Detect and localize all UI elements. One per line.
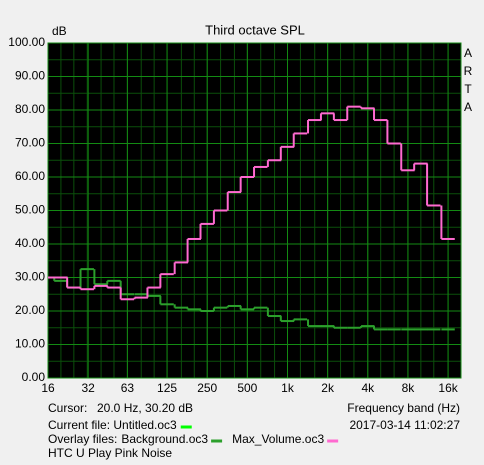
y-tick-label: 100.00 <box>8 35 45 49</box>
timestamp: 2017-03-14 11:02:27 <box>349 418 460 432</box>
cursor-value: 20.0 Hz, 30.20 dB <box>97 401 193 415</box>
x-tick-label: 1k <box>281 381 295 395</box>
legend-label: Background.oc3 <box>121 432 208 446</box>
note: HTC U Play Pink Noise <box>48 446 172 460</box>
x-tick-label: 63 <box>121 381 135 395</box>
x-axis-label: Frequency band (Hz) <box>347 401 460 415</box>
y-tick-label: 40.00 <box>15 236 45 250</box>
y-tick-label: 50.00 <box>15 203 45 217</box>
chart-title: Third octave SPL <box>205 22 305 37</box>
plot-frame <box>47 42 462 379</box>
y-tick-label: 10.00 <box>15 337 45 351</box>
x-tick-label: 250 <box>197 381 217 395</box>
y-tick-label: 20.00 <box>15 303 45 317</box>
y-tick-label: 60.00 <box>15 169 45 183</box>
brand: ARTA <box>461 46 475 118</box>
x-tick-label: 2k <box>321 381 335 395</box>
overlay-label: Overlay files: <box>48 432 117 446</box>
x-tick-label: 125 <box>157 381 177 395</box>
y-tick-label: 0.00 <box>22 370 46 384</box>
y-tick-label: 90.00 <box>15 69 45 83</box>
y-tick-label: 80.00 <box>15 102 45 116</box>
cursor-label: Cursor: <box>48 401 87 415</box>
x-tick-label: 500 <box>237 381 257 395</box>
x-tick-label: 16 <box>41 381 55 395</box>
legend-label: Max_Volume.oc3 <box>232 432 324 446</box>
x-tick-label: 32 <box>81 381 95 395</box>
y-axis-label: dB <box>52 24 67 38</box>
y-tick-label: 70.00 <box>15 136 45 150</box>
y-tick-label: 30.00 <box>15 270 45 284</box>
x-tick-label: 8k <box>402 381 416 395</box>
x-tick-label: 4k <box>361 381 375 395</box>
current-file: Current file: Untitled.oc3 <box>48 418 177 432</box>
x-tick-label: 16k <box>438 381 458 395</box>
